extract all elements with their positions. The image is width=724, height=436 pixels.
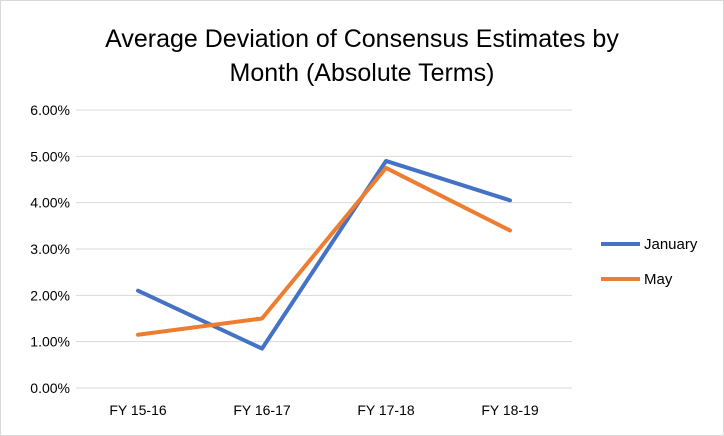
x-axis-ticks: FY 15-16 FY 16-17 FY 17-18 FY 18-19 [109, 402, 539, 418]
gridlines [76, 109, 572, 389]
chart-title-line-2: Month (Absolute Terms) [230, 59, 495, 87]
series-lines [136, 158, 512, 351]
legend: January May [601, 236, 698, 288]
y-tick-label: 0.00% [30, 380, 70, 396]
chart-title-line-1: Average Deviation of Consensus Estimates… [105, 25, 619, 53]
y-tick-label: 2.00% [30, 287, 70, 303]
series-line-may [136, 165, 512, 337]
x-tick-label: FY 16-17 [233, 402, 291, 418]
series-line-january [136, 158, 512, 351]
y-tick-label: 3.00% [30, 241, 70, 257]
y-tick-label: 6.00% [30, 102, 70, 118]
y-axis-ticks: 0.00% 1.00% 2.00% 3.00% 4.00% 5.00% 6.00% [30, 102, 70, 396]
y-tick-label: 1.00% [30, 334, 70, 350]
legend-label-may: May [644, 271, 673, 288]
legend-label-january: January [644, 236, 698, 253]
x-tick-label: FY 18-19 [481, 402, 539, 418]
x-tick-label: FY 15-16 [109, 402, 167, 418]
y-tick-label: 5.00% [30, 148, 70, 164]
y-tick-label: 4.00% [30, 195, 70, 211]
x-tick-label: FY 17-18 [357, 402, 415, 418]
